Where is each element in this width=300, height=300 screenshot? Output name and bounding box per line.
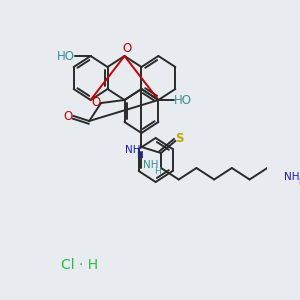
Text: NH: NH xyxy=(284,172,300,182)
Text: Cl · H: Cl · H xyxy=(61,258,99,272)
Text: HO: HO xyxy=(57,50,75,62)
Text: O: O xyxy=(64,110,73,122)
Text: S: S xyxy=(176,131,184,145)
Text: H: H xyxy=(298,178,300,187)
Text: O: O xyxy=(91,97,100,110)
Text: O: O xyxy=(123,41,132,55)
Text: H: H xyxy=(136,152,143,160)
Text: NH: NH xyxy=(142,160,158,170)
Text: HO: HO xyxy=(174,94,192,106)
Text: NH: NH xyxy=(125,145,140,155)
Text: H: H xyxy=(154,167,161,176)
